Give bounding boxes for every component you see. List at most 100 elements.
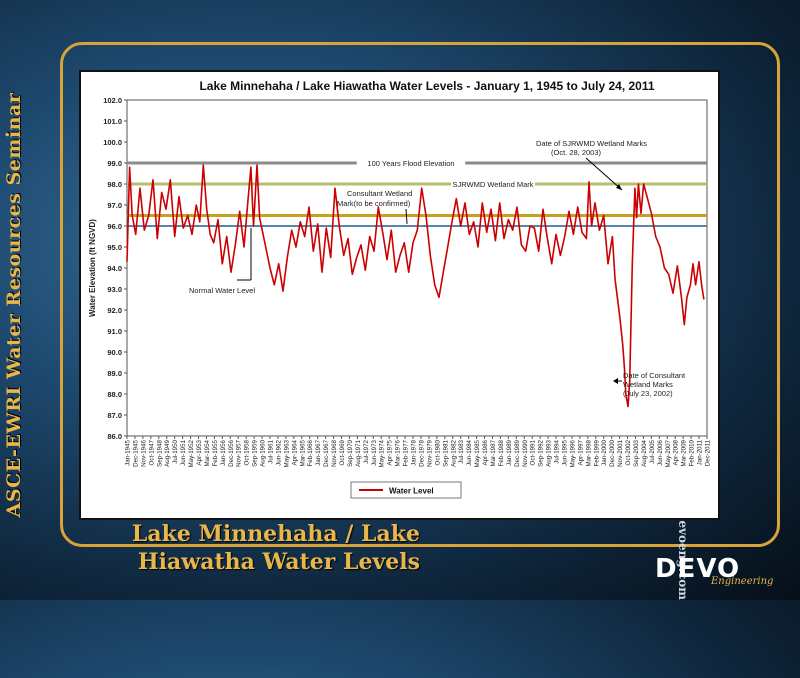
y-tick-label: 91.0 [107,327,122,336]
y-tick-label: 102.0 [103,96,122,105]
y-tick-label: 92.0 [107,306,122,315]
x-tick-label: Mar-1987 [490,439,497,466]
legend-label: Water Level [389,487,434,496]
x-tick-label: Sep-1948 [156,439,163,466]
x-tick-label: Jun-1962 [275,439,282,465]
x-tick-label: Jun-1951 [180,439,187,465]
logo-tagline: Engineering [711,576,774,587]
devo-logo: DEVO Engineering [655,552,775,596]
x-tick-label: Feb-2010 [689,439,696,466]
legend-box [350,481,462,499]
reference-label-bg [451,179,535,190]
x-tick-label: Apr-2008 [673,439,680,465]
y-tick-label: 100.0 [103,138,122,147]
x-tick-label: Jan-1989 [506,439,513,465]
x-tick-label: Oct-1991 [530,439,537,465]
reference-label-bg [356,158,466,169]
y-tick-label: 96.0 [107,222,122,231]
chart-title: Lake Minnehaha / Lake Hiawatha Water Lev… [199,79,654,93]
y-tick-label: 101.0 [103,117,122,126]
reference-line-label: 100 Years Flood Elevation [367,159,454,168]
x-tick-label: Dec-1989 [514,439,521,466]
x-tick-label: Aug-1982 [450,439,457,466]
y-tick-label: 95.0 [107,243,122,252]
x-tick-label: Jul-1950 [172,439,179,463]
x-tick-label: Oct-1947 [148,439,155,465]
annotation-consultant-arrowhead [613,378,618,384]
x-tick-label: Jan-1956 [220,439,227,465]
x-tick-label: Sep-1981 [442,439,449,466]
y-tick-label: 87.0 [107,411,122,420]
normal-label-bg [184,284,264,296]
x-tick-label: Apr-1953 [196,439,203,465]
x-tick-label: Jun-1973 [371,439,378,465]
x-tick-label: Mar-1954 [204,439,211,466]
x-tick-label: Sep-1959 [252,439,259,466]
x-tick-label: Aug-2004 [641,439,648,466]
x-tick-label: Apr-1964 [291,439,298,465]
x-tick-label: Feb-1977 [403,439,410,466]
x-tick-label: Aug-1993 [546,439,553,466]
annotation-consultant-line1: Date of Consultant [623,371,686,380]
x-tick-label: Nov-1990 [522,439,529,466]
consultant-label-leader [405,208,408,224]
y-tick-label: 88.0 [107,390,122,399]
consultant-label-line2: Mark(to be confirmed) [337,199,411,208]
y-tick-label: 98.0 [107,180,122,189]
x-tick-label: May-2007 [665,439,672,467]
x-tick-label: Apr-1986 [482,439,489,465]
y-axis-label: Water Elevation (ft NGVD) [88,219,97,317]
x-tick-label: Apr-1975 [387,439,394,465]
x-tick-label: Aug-1960 [260,439,267,466]
x-tick-label: Dec-2011 [705,439,712,466]
x-tick-label: Mar-1976 [395,439,402,466]
x-tick-label: May-1974 [379,439,386,467]
x-tick-label: Jan-1945 [125,439,132,465]
x-tick-label: Dec-1945 [132,439,139,466]
x-tick-label: Dec-1978 [418,439,425,466]
y-tick-label: 86.0 [107,432,122,441]
x-tick-label: May-1985 [474,439,481,467]
logo-text: DEVO [655,554,741,584]
normal-water-level-label: Normal Water Level [189,286,255,295]
x-tick-label: Mar-1998 [585,439,592,466]
consultant-label-line1: Consultant Wetland [347,189,412,198]
y-tick-label: 99.0 [107,159,122,168]
annotation-consultant-line3: (July 23, 2002) [623,389,673,398]
x-tick-label: Aug-1971 [355,439,362,466]
x-tick-label: Oct-1958 [244,439,251,465]
x-tick-label: Mar-2009 [681,439,688,466]
annotation-sjrwmd-line2: (Oct. 28, 2003) [551,148,602,157]
x-tick-label: May-1996 [569,439,576,467]
x-tick-label: Oct-1980 [434,439,441,465]
x-tick-label: Nov-1957 [236,439,243,466]
x-tick-label: Feb-1966 [307,439,314,466]
annotation-sjrwmd-arrow [585,157,623,191]
x-tick-label: Jun-1984 [466,439,473,465]
y-tick-label: 94.0 [107,264,122,273]
x-tick-label: Sep-1970 [347,439,354,466]
slide-title: Lake Minnehaha / Lake Hiawatha Water Lev… [120,520,420,576]
y-tick-label: 97.0 [107,201,122,210]
slide-frame [60,42,780,547]
x-tick-label: Mar-1965 [299,439,306,466]
x-tick-label: Jul-1994 [554,439,561,463]
slide-title-line1: Lake Minnehaha / Lake [131,521,420,547]
plot-area [126,99,708,437]
y-tick-label: 89.0 [107,369,122,378]
x-tick-label: Nov-1946 [140,439,147,466]
x-tick-label: Sep-2003 [633,439,640,466]
x-tick-label: May-1952 [188,439,195,467]
water-level-series-line [126,164,705,408]
consultant-label-bg [328,188,424,210]
x-tick-label: Jun-2006 [657,439,664,465]
x-tick-label: Feb-1955 [212,439,219,466]
y-tick-label: 90.0 [107,348,122,357]
x-tick-label: Nov-1968 [331,439,338,466]
y-tick-label: 93.0 [107,285,122,294]
x-tick-label: Jan-2000 [601,439,608,465]
seminar-side-title: ASCE-EWRI Water Resources Seminar [3,92,25,518]
x-tick-label: Apr-1997 [577,439,584,465]
x-tick-label: Jul-1961 [268,439,275,463]
annotation-consultant-line2: Wetland Marks [623,380,673,389]
